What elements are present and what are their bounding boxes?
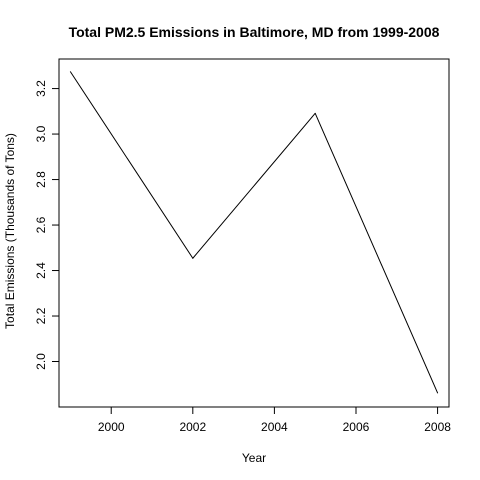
series-line-segment xyxy=(314,112,439,394)
series-line-segment xyxy=(192,112,316,259)
y-tick-label: 2.0 xyxy=(34,353,48,370)
y-tick-label: 2.6 xyxy=(34,216,48,233)
x-tick-label: 2006 xyxy=(343,420,370,434)
x-tick-label: 2002 xyxy=(179,420,206,434)
series-layer xyxy=(69,71,439,394)
x-tick-label: 2008 xyxy=(424,420,451,434)
y-tick-label: 3.0 xyxy=(34,125,48,142)
y-tick-label: 3.2 xyxy=(34,80,48,97)
chart-title: Total PM2.5 Emissions in Baltimore, MD f… xyxy=(69,24,440,40)
series-line-segment xyxy=(69,71,194,259)
y-axis: 2.0 2.2 2.4 2.6 2.8 3.0 3.2 xyxy=(34,80,60,370)
y-axis-title: Total Emissions (Thousands of Tons) xyxy=(3,133,17,329)
x-tick-label: 2000 xyxy=(98,420,125,434)
x-tick-label: 2004 xyxy=(261,420,288,434)
x-axis: 2000 2002 2004 2006 2008 xyxy=(98,406,451,434)
y-tick-label: 2.8 xyxy=(34,171,48,188)
y-tick-label: 2.2 xyxy=(34,307,48,324)
y-tick-label: 2.4 xyxy=(34,262,48,279)
x-axis-title: Year xyxy=(242,451,266,465)
